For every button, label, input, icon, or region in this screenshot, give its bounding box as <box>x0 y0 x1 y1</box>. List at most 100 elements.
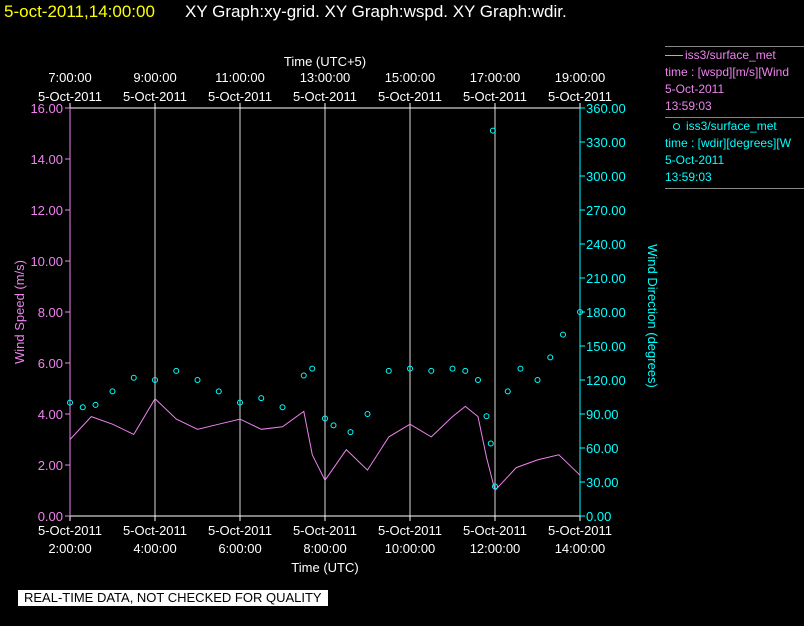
right-tick-label: 300.00 <box>586 169 626 184</box>
right-axis-label: Wind Direction (degrees) <box>645 244 660 388</box>
left-axis-label: Wind Speed (m/s) <box>12 260 27 364</box>
bottom-tick-date: 5-Oct-2011 <box>463 523 527 538</box>
bottom-tick-date: 5-Oct-2011 <box>38 523 102 538</box>
top-tick-date: 5-Oct-2011 <box>38 89 102 104</box>
series-wdir-point <box>130 374 137 381</box>
series-wdir-point <box>483 413 490 420</box>
series-wdir-point <box>547 354 554 361</box>
bottom-axis-label: Time (UTC) <box>291 560 358 575</box>
series-wdir-point <box>475 377 481 383</box>
series-wdir-point <box>109 388 116 395</box>
series-wdir-point <box>258 395 265 402</box>
top-tick-time: 7:00:00 <box>48 70 91 85</box>
series-wdir-point <box>517 365 524 372</box>
series-wdir-point <box>428 367 435 374</box>
right-tick-label: 60.00 <box>586 441 619 456</box>
legend: iss3/surface_met time : [wspd][m/s][Wind… <box>665 46 804 189</box>
bottom-tick-date: 5-Oct-2011 <box>378 523 442 538</box>
left-tick-label: 2.00 <box>38 458 63 473</box>
series-wdir-point <box>489 127 496 134</box>
legend-wdir-variable: time : [wdir][degrees][W <box>665 136 792 150</box>
top-tick-time: 15:00:00 <box>385 70 436 85</box>
top-tick-time: 11:00:00 <box>215 70 265 85</box>
left-tick-label: 10.00 <box>30 254 63 269</box>
series-wdir-point <box>67 399 73 406</box>
series-wdir-point <box>534 377 541 383</box>
bottom-tick-time: 14:00:00 <box>555 541 606 556</box>
bottom-tick-time: 12:00:00 <box>470 541 521 556</box>
series-wdir-point <box>560 331 566 338</box>
legend-wdir-date: 5-Oct-2011 <box>665 153 725 167</box>
top-tick-date: 5-Oct-2011 <box>208 89 272 104</box>
series-wdir-point <box>322 415 328 422</box>
timestamp: 5-oct-2011,14:00:00 <box>4 2 155 21</box>
bottom-tick-time: 6:00:00 <box>218 541 261 556</box>
legend-wdir[interactable]: iss3/surface_met time : [wdir][degrees][… <box>665 118 804 189</box>
right-tick-label: 210.00 <box>586 271 626 286</box>
series-wdir-point <box>492 483 498 490</box>
bottom-tick-date: 5-Oct-2011 <box>123 523 187 538</box>
right-tick-label: 0.00 <box>586 509 611 524</box>
legend-wdir-source: iss3/surface_met <box>686 119 777 133</box>
series-wdir-point <box>152 377 158 383</box>
legend-wdir-time: 13:59:03 <box>665 170 712 184</box>
series-wdir-point <box>194 377 201 383</box>
circle-marker-icon <box>673 123 680 131</box>
series-wdir-point <box>504 388 511 395</box>
series-wdir-point <box>309 365 316 372</box>
series-wdir-point <box>237 399 243 406</box>
left-tick-label: 12.00 <box>30 203 63 218</box>
legend-wspd-time: 13:59:03 <box>665 99 712 113</box>
series-wspd-line <box>69 397 581 492</box>
series-wdir-point <box>300 372 307 379</box>
series-wdir-point <box>364 411 371 417</box>
series-wdir-point <box>577 309 583 315</box>
series-wdir-point <box>215 388 222 395</box>
right-tick-label: 270.00 <box>586 203 626 218</box>
bottom-tick-date: 5-Oct-2011 <box>293 523 357 538</box>
bottom-tick-time: 8:00:00 <box>303 541 346 556</box>
bottom-tick-time: 2:00:00 <box>48 541 91 556</box>
legend-wspd-variable: time : [wspd][m/s][Wind <box>665 65 790 79</box>
series-wdir-point <box>449 365 456 372</box>
legend-wspd[interactable]: iss3/surface_met time : [wspd][m/s][Wind… <box>665 46 804 118</box>
left-tick-label: 14.00 <box>30 152 63 167</box>
bottom-tick-date: 5-Oct-2011 <box>208 523 272 538</box>
top-tick-date: 5-Oct-2011 <box>123 89 187 104</box>
top-axis-label: Time (UTC+5) <box>284 54 366 69</box>
top-tick-date: 5-Oct-2011 <box>463 89 527 104</box>
right-tick-label: 30.00 <box>586 475 619 490</box>
legend-wspd-source: iss3/surface_met <box>665 47 804 64</box>
right-tick-label: 150.00 <box>586 339 626 354</box>
left-tick-label: 6.00 <box>38 356 63 371</box>
quality-notice: REAL-TIME DATA, NOT CHECKED FOR QUALITY <box>18 590 328 606</box>
series-wdir-point <box>385 367 392 374</box>
series-wdir-point <box>79 404 86 411</box>
top-tick-time: 17:00:00 <box>470 70 521 85</box>
right-tick-label: 240.00 <box>586 237 626 252</box>
bottom-tick-date: 5-Oct-2011 <box>548 523 612 538</box>
right-tick-label: 360.00 <box>586 101 626 116</box>
top-tick-date: 5-Oct-2011 <box>548 89 612 104</box>
top-tick-time: 13:00:00 <box>300 70 351 85</box>
left-tick-label: 0.00 <box>38 509 63 524</box>
right-tick-label: 330.00 <box>586 135 626 150</box>
series-wdir-point <box>330 422 337 429</box>
left-tick-label: 16.00 <box>30 101 63 116</box>
bottom-tick-time: 4:00:00 <box>133 541 176 556</box>
series-wdir-point <box>347 429 354 436</box>
series-wdir-point <box>487 440 494 447</box>
series-wdir-point <box>92 401 99 408</box>
left-tick-label: 8.00 <box>38 305 63 320</box>
right-tick-label: 120.00 <box>586 373 626 388</box>
left-tick-label: 4.00 <box>38 407 63 422</box>
top-tick-time: 19:00:00 <box>555 70 606 85</box>
series-wdir-point <box>407 365 413 372</box>
top-tick-date: 5-Oct-2011 <box>293 89 357 104</box>
right-tick-label: 180.00 <box>586 305 626 320</box>
series-wdir-point <box>279 404 286 411</box>
right-tick-label: 90.00 <box>586 407 619 422</box>
top-tick-date: 5-Oct-2011 <box>378 89 442 104</box>
bottom-tick-time: 10:00:00 <box>385 541 436 556</box>
